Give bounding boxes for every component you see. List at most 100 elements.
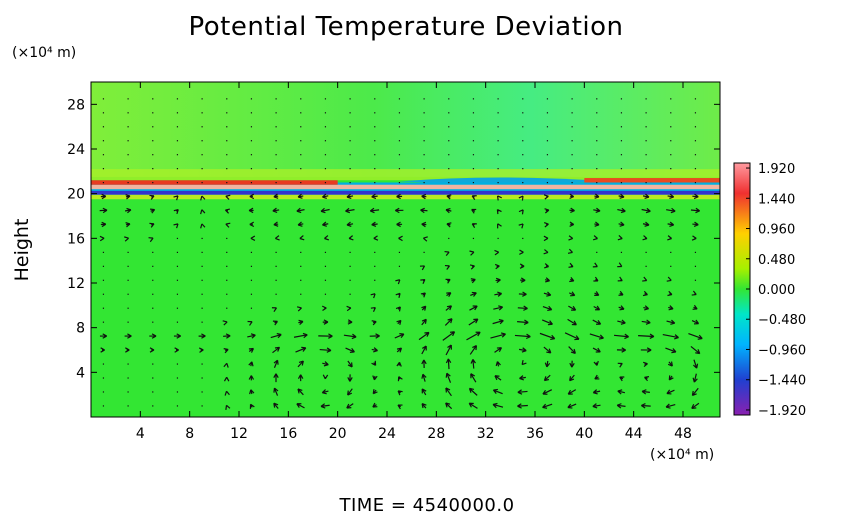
- wind-dot-123: [226, 293, 228, 295]
- wind-dot-171: [275, 265, 277, 267]
- wind-dot-122: [226, 307, 228, 309]
- wind-arrow-417: [544, 360, 551, 368]
- wind-dot-494: [620, 251, 623, 253]
- wind-dot-34: [127, 251, 129, 253]
- wind-arrow-141: [248, 361, 254, 367]
- wind-arrow-415: [542, 389, 553, 395]
- wind-arrow-314: [421, 193, 427, 200]
- wind-arrow-59: [149, 222, 155, 228]
- wind-arrow-495: [617, 235, 623, 241]
- wind-arrow-279: [396, 361, 402, 367]
- wind-arrow-163: [273, 373, 279, 383]
- chart-title: Potential Temperature Deviation: [188, 12, 624, 42]
- lower-band: [91, 194, 720, 200]
- wind-dot-252: [349, 98, 351, 100]
- wind-arrow-60: [150, 208, 156, 214]
- wind-arrow-467: [593, 305, 601, 311]
- wind-dot-387: [497, 140, 499, 142]
- wind-dot-114: [201, 98, 203, 100]
- wind-arrow-305: [421, 318, 427, 326]
- wind-dot-157: [250, 140, 253, 142]
- wind-dot-104: [201, 237, 203, 240]
- wind-dot-68: [152, 98, 154, 100]
- wind-arrow-190: [298, 319, 304, 326]
- x-tick-label-28: 28: [427, 426, 445, 442]
- wind-dot-2: [102, 377, 105, 379]
- wind-arrow-231: [347, 388, 353, 396]
- wind-dot-273: [374, 126, 376, 128]
- wind-arrow-360: [471, 195, 477, 200]
- wind-arrow-396: [514, 333, 531, 340]
- wind-dot-195: [300, 251, 302, 253]
- wind-dot-32: [127, 279, 129, 281]
- wind-dot-318: [423, 140, 425, 142]
- x-tick-label-32: 32: [477, 426, 495, 442]
- y-tick-label-28: 28: [67, 97, 85, 113]
- wind-dot-357: [472, 237, 475, 240]
- wind-dot-527: [645, 112, 647, 114]
- wind-dot-78: [176, 279, 179, 281]
- wind-arrow-377: [495, 277, 501, 284]
- wind-dot-413: [522, 98, 524, 100]
- wind-arrow-280: [396, 347, 403, 353]
- wind-arrow-346: [468, 387, 478, 396]
- wind-dot-573: [694, 112, 697, 114]
- wind-dot-69: [176, 405, 179, 407]
- wind-arrow-518: [642, 235, 648, 241]
- wind-arrow-354: [470, 278, 476, 284]
- wind-arrow-348: [470, 359, 476, 369]
- colorbar-label-−0.480: −0.480: [758, 313, 806, 328]
- wind-arrow-61: [149, 194, 155, 200]
- wind-arrow-379: [494, 249, 500, 256]
- wind-arrow-392: [517, 389, 528, 395]
- wind-arrow-446: [569, 277, 575, 283]
- wind-arrow-507: [641, 389, 650, 395]
- wind-dot-132: [226, 168, 228, 170]
- wind-arrow-143: [247, 333, 256, 339]
- y-tick-label-24: 24: [67, 142, 85, 158]
- wind-arrow-121: [222, 320, 228, 326]
- wind-dot-54: [152, 293, 154, 295]
- wind-arrow-288: [398, 235, 403, 242]
- wind-dot-550: [670, 112, 672, 114]
- wind-dot-145: [250, 307, 253, 309]
- wind-arrow-139: [249, 389, 255, 395]
- wind-dot-218: [324, 251, 327, 253]
- wind-arrow-376: [494, 291, 503, 297]
- wind-arrow-15: [100, 193, 107, 200]
- wind-dot-57: [152, 251, 154, 253]
- wind-arrow-13: [100, 221, 107, 228]
- wind-arrow-107: [200, 195, 206, 201]
- wind-arrow-405: [518, 209, 524, 215]
- wind-arrow-289: [396, 221, 403, 228]
- wind-arrow-452: [569, 193, 575, 200]
- wind-arrow-129: [224, 208, 230, 214]
- wind-arrow-153: [249, 193, 255, 200]
- wind-arrow-535: [666, 319, 676, 325]
- wind-dot-183: [275, 98, 277, 100]
- wind-dot-0: [102, 405, 105, 407]
- wind-dot-563: [694, 251, 697, 253]
- wind-dot-49: [152, 363, 154, 365]
- wind-arrow-300: [421, 388, 427, 396]
- wind-dot-249: [349, 140, 351, 142]
- wind-dot-545: [670, 182, 672, 184]
- wind-arrow-439: [569, 374, 575, 382]
- wind-arrow-466: [592, 319, 602, 325]
- wind-dot-41: [127, 154, 129, 156]
- wind-arrow-511: [638, 333, 655, 339]
- wind-arrow-210: [322, 361, 329, 367]
- wind-arrow-515: [642, 276, 648, 282]
- wind-arrow-328: [444, 318, 453, 326]
- wind-dot-113: [201, 112, 203, 114]
- wind-arrow-284: [395, 292, 401, 298]
- wind-arrow-537: [667, 290, 673, 297]
- wind-dot-546: [670, 168, 672, 170]
- wind-arrow-335: [446, 222, 452, 228]
- wind-arrow-162: [273, 387, 279, 396]
- wind-dot-250: [349, 126, 351, 128]
- x-tick-label-4: 4: [136, 426, 145, 442]
- wind-dot-134: [226, 140, 228, 142]
- positive-band: [91, 184, 720, 190]
